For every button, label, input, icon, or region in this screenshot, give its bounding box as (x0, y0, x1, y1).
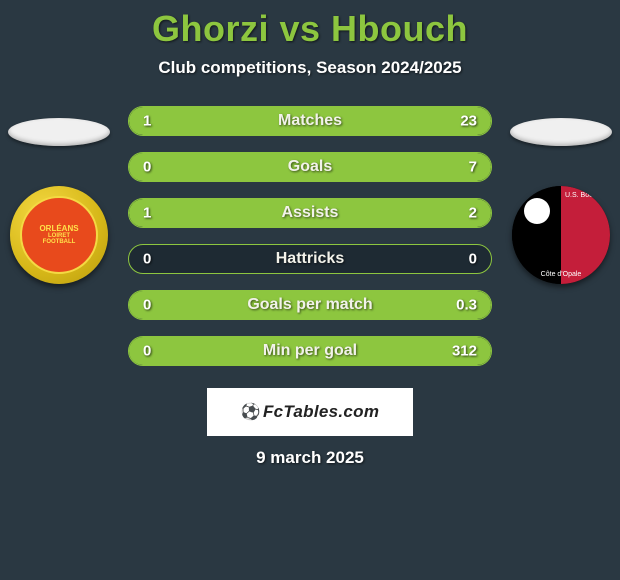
boulogne-text: Côte d'Opale (541, 271, 582, 278)
stat-label: Hattricks (276, 250, 344, 268)
stat-right-value: 2 (469, 205, 477, 222)
stat-right-value: 0 (469, 251, 477, 268)
watermark-box: ⚽FcTables.com (207, 388, 413, 436)
stat-right-value: 7 (469, 159, 477, 176)
orleans-text-top: ORLÉANS (39, 225, 78, 233)
stat-fill-left (129, 107, 143, 135)
right-player-column: Côte d'Opale (510, 118, 612, 284)
comparison-area: ORLÉANS LOIRET FOOTBALL Côte d'Opale 123… (0, 106, 620, 366)
watermark-text: FcTables.com (263, 402, 379, 421)
left-player-column: ORLÉANS LOIRET FOOTBALL (8, 118, 110, 284)
stat-label: Matches (278, 112, 342, 130)
stat-row: 1 2 Assists (128, 198, 492, 228)
stat-row: 0 0.3 Goals per match (128, 290, 492, 320)
stat-label: Min per goal (263, 342, 357, 360)
boulogne-left-half (512, 186, 561, 284)
stat-row: 0 7 Goals (128, 152, 492, 182)
stat-label: Goals per match (247, 296, 372, 314)
stat-right-value: 23 (460, 113, 477, 130)
stat-right-value: 312 (452, 343, 477, 360)
left-club-badge: ORLÉANS LOIRET FOOTBALL (10, 186, 108, 284)
stat-row: 0 0 Hattricks (128, 244, 492, 274)
stat-label: Assists (282, 204, 339, 222)
stat-left-value: 0 (143, 251, 151, 268)
stat-right-value: 0.3 (456, 297, 477, 314)
orleans-badge-inner: ORLÉANS LOIRET FOOTBALL (20, 196, 98, 274)
page-title: Ghorzi vs Hbouch (0, 8, 620, 50)
stat-left-value: 0 (143, 297, 151, 314)
stat-left-value: 1 (143, 113, 151, 130)
stat-row: 1 23 Matches (128, 106, 492, 136)
page-root: Ghorzi vs Hbouch Club competitions, Seas… (0, 0, 620, 468)
stat-label: Goals (288, 158, 332, 176)
stat-left-value: 1 (143, 205, 151, 222)
date-label: 9 march 2025 (0, 448, 620, 468)
stat-left-value: 0 (143, 343, 151, 360)
right-club-badge: Côte d'Opale (512, 186, 610, 284)
orleans-text-bot: FOOTBALL (43, 239, 76, 245)
watermark-icon: ⚽ (241, 404, 261, 421)
stat-row: 0 312 Min per goal (128, 336, 492, 366)
stat-left-value: 0 (143, 159, 151, 176)
stat-rows-container: 1 23 Matches 0 7 Goals 1 2 Assists 0 0 Hattricks 0 0.… (128, 106, 492, 366)
boulogne-right-half (561, 186, 610, 284)
left-flag-oval (8, 118, 110, 146)
right-flag-oval (510, 118, 612, 146)
page-subtitle: Club competitions, Season 2024/2025 (0, 58, 620, 78)
